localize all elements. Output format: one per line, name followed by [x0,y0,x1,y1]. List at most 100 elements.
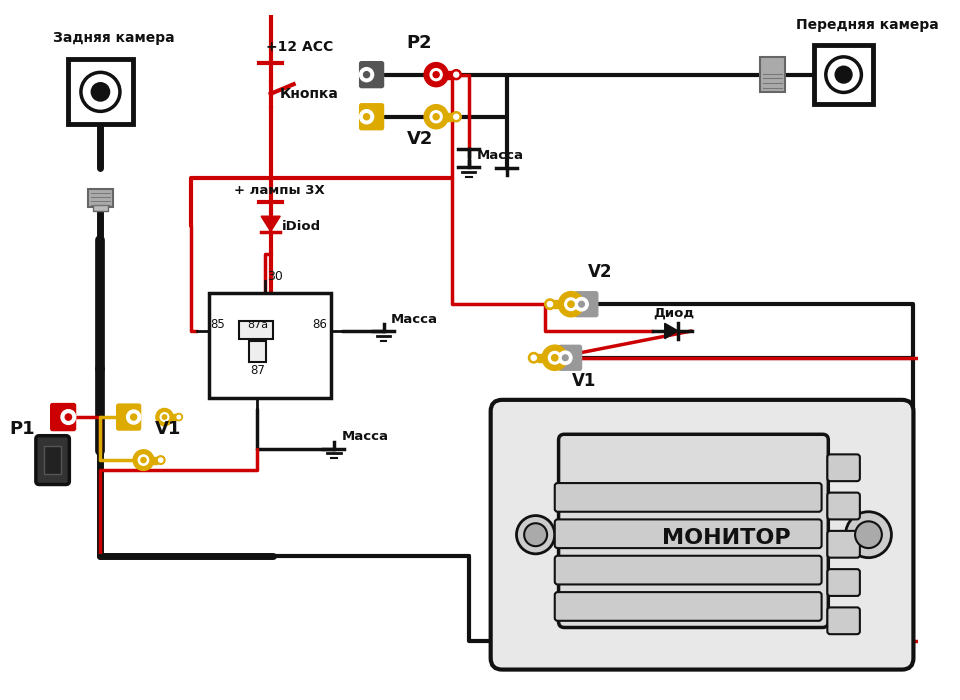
FancyBboxPatch shape [36,435,69,484]
Text: V2: V2 [588,263,612,281]
Bar [436,113,452,120]
FancyBboxPatch shape [828,493,860,519]
Circle shape [531,355,537,360]
Circle shape [454,72,459,77]
Text: Передняя камера: Передняя камера [796,18,939,32]
Text: Масса: Масса [391,314,438,326]
Circle shape [846,512,892,558]
Circle shape [559,292,584,317]
Circle shape [451,69,461,80]
Text: +12 ACC: +12 ACC [266,40,333,54]
Bar [208,293,331,398]
Circle shape [92,83,108,100]
FancyBboxPatch shape [555,556,822,584]
Circle shape [544,299,555,309]
Text: V1: V1 [572,372,596,391]
Text: 85: 85 [210,318,226,331]
Text: V2: V2 [406,130,433,148]
Text: 87: 87 [251,364,266,377]
FancyBboxPatch shape [555,483,822,512]
Text: Кнопка: Кнопка [280,87,339,101]
Circle shape [855,522,882,548]
FancyBboxPatch shape [360,104,384,130]
FancyBboxPatch shape [44,446,61,475]
Circle shape [177,415,180,419]
Polygon shape [664,323,678,339]
Circle shape [564,298,577,311]
Circle shape [579,301,585,307]
Text: 30: 30 [267,270,283,284]
Text: 86: 86 [312,318,326,331]
Circle shape [162,415,167,419]
Text: P1: P1 [10,420,36,438]
Circle shape [141,458,146,463]
Bar [93,204,108,211]
Text: Масса: Масса [476,149,523,162]
FancyBboxPatch shape [828,454,860,481]
Circle shape [826,57,861,92]
Text: V1: V1 [155,420,181,438]
Circle shape [836,67,852,83]
FancyBboxPatch shape [555,519,822,548]
Circle shape [131,414,136,420]
Circle shape [433,71,439,78]
Circle shape [360,68,373,82]
Circle shape [424,105,448,129]
Bar [538,354,555,362]
Circle shape [516,516,555,554]
FancyBboxPatch shape [575,292,598,316]
FancyBboxPatch shape [51,404,76,430]
Circle shape [568,301,574,307]
Text: 87a: 87a [247,320,268,330]
Bar [88,190,113,206]
Circle shape [528,353,539,363]
Text: Масса: Масса [342,430,389,443]
Circle shape [552,355,558,361]
Circle shape [547,302,553,307]
Text: iDiod: iDiod [282,220,322,232]
FancyBboxPatch shape [491,400,913,670]
Text: МОНИТОР: МОНИТОР [661,528,790,548]
Circle shape [133,450,154,470]
Circle shape [559,351,572,365]
Circle shape [424,62,448,87]
Circle shape [524,523,547,546]
Circle shape [160,413,169,421]
Circle shape [548,351,561,364]
Circle shape [430,69,443,81]
Text: Задняя камера: Задняя камера [53,31,174,45]
Circle shape [156,409,173,426]
Circle shape [433,113,439,120]
Circle shape [360,110,373,124]
Circle shape [61,410,76,424]
Text: Диод: Диод [653,307,694,320]
Circle shape [176,414,182,421]
Circle shape [138,455,149,466]
FancyBboxPatch shape [555,592,822,621]
Circle shape [364,113,370,120]
Circle shape [451,112,461,122]
FancyBboxPatch shape [828,531,860,558]
Bar [249,340,266,362]
Circle shape [575,298,588,311]
Text: P2: P2 [406,34,432,52]
FancyBboxPatch shape [559,434,828,627]
FancyBboxPatch shape [117,404,140,430]
Circle shape [454,114,459,119]
Bar [164,414,176,420]
FancyBboxPatch shape [559,345,582,370]
Bar [436,71,452,78]
Bar [554,300,571,309]
Bar [760,57,785,92]
FancyBboxPatch shape [828,608,860,634]
Circle shape [65,414,72,420]
Circle shape [156,456,165,464]
Bar [68,60,132,125]
Circle shape [563,355,568,360]
Circle shape [430,111,443,122]
FancyBboxPatch shape [828,569,860,596]
FancyBboxPatch shape [360,62,384,88]
Text: + лампы 3Х: + лампы 3Х [234,184,325,197]
Bar [814,45,874,104]
Circle shape [81,72,120,111]
